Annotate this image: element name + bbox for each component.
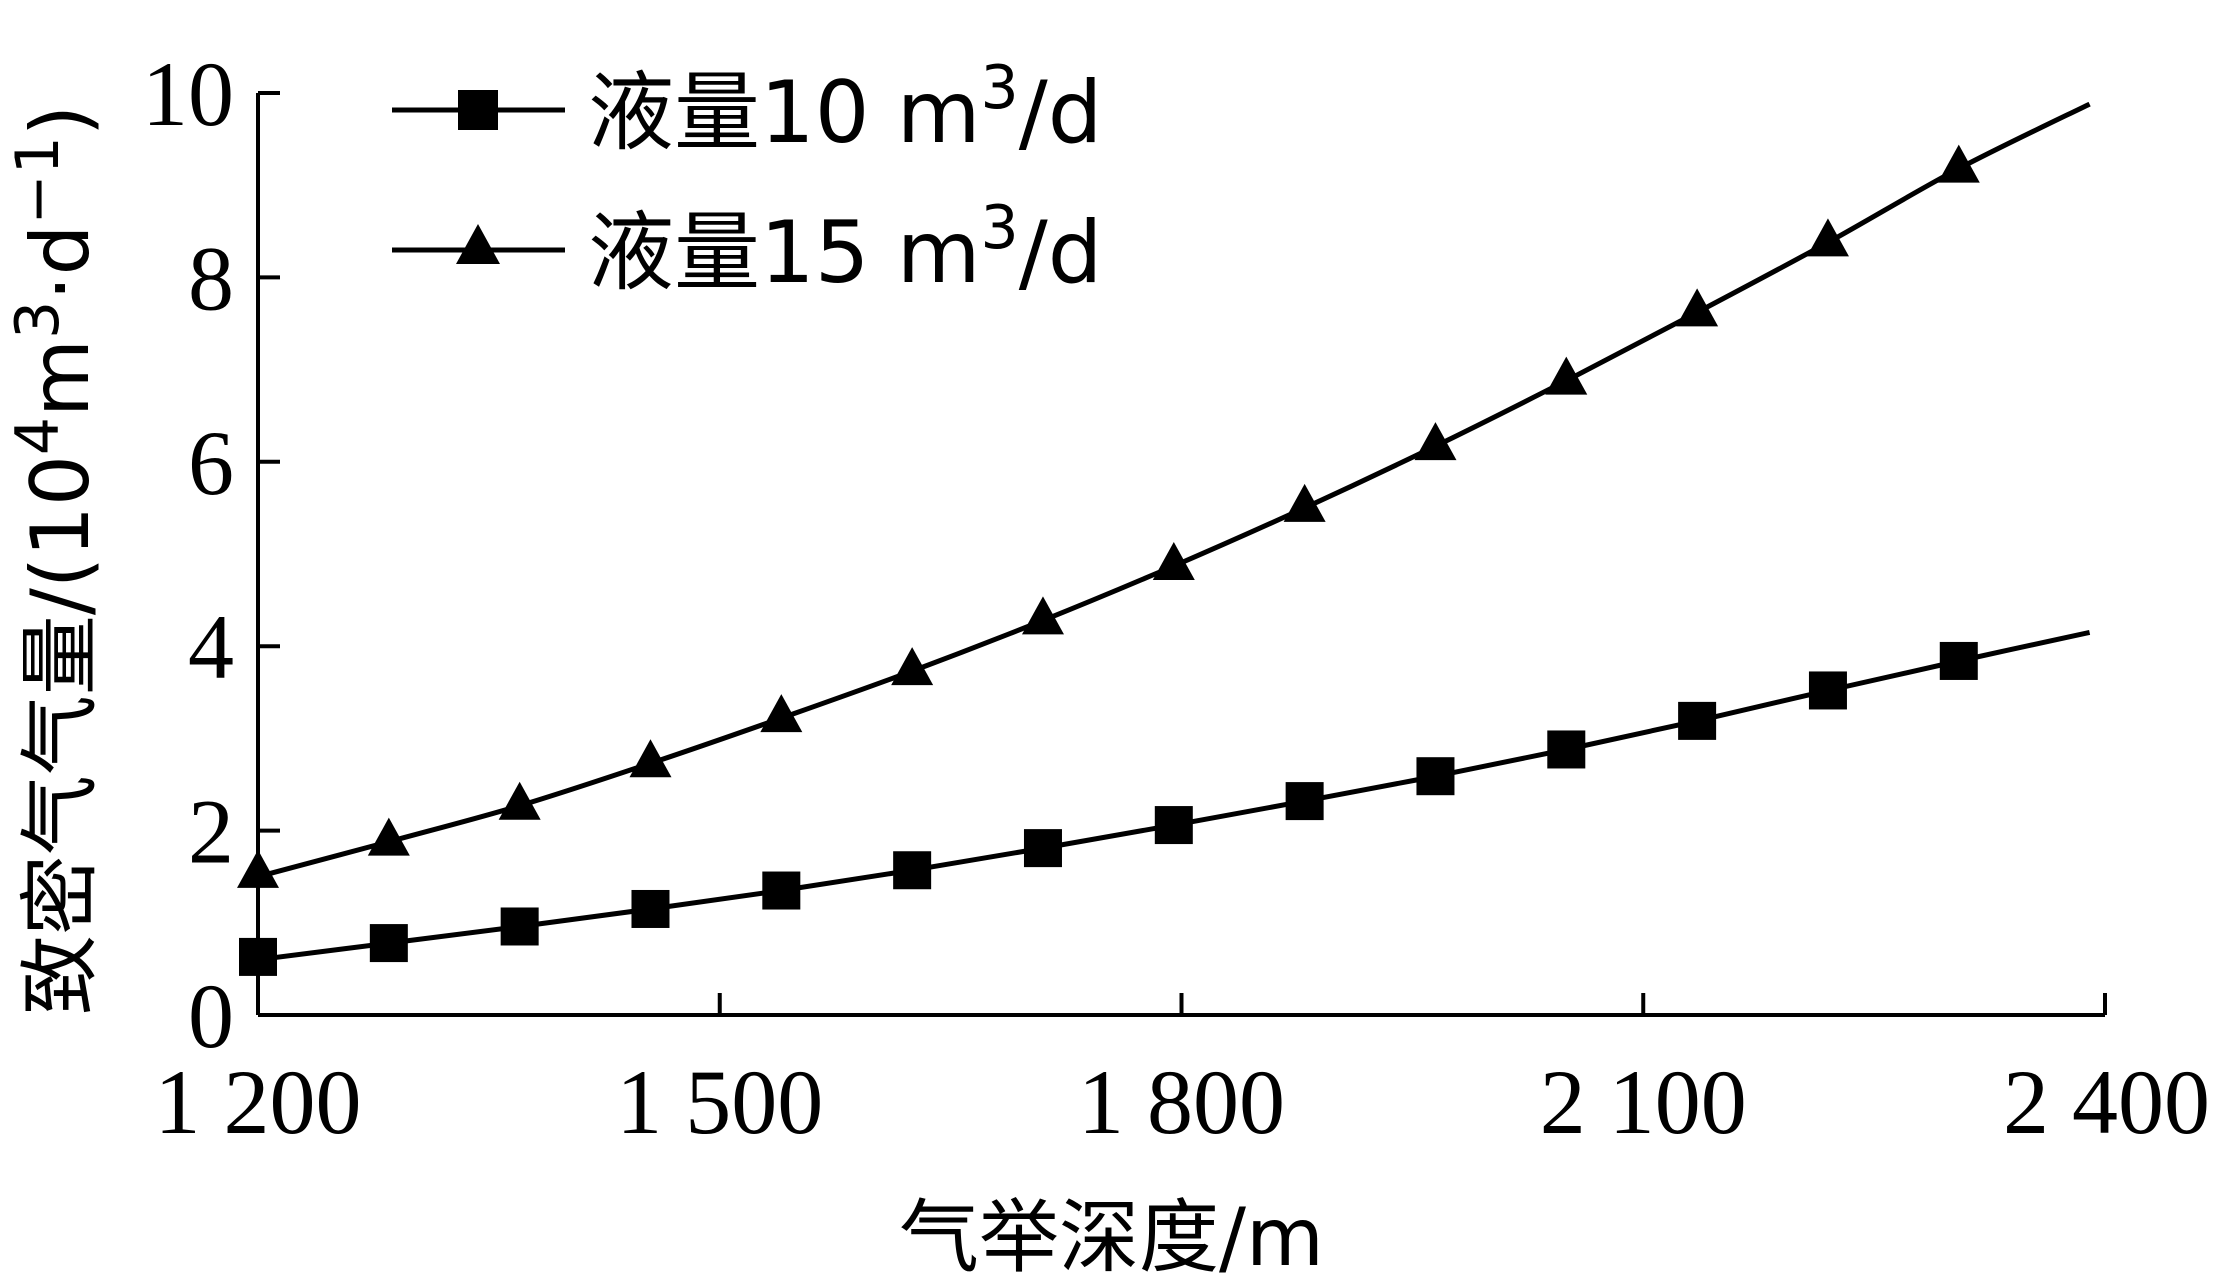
triangle-point (760, 694, 803, 733)
series-markers (237, 144, 1980, 976)
square-point (1939, 641, 1978, 680)
x-tick-label: 2 400 (2003, 1051, 2210, 1153)
triangle-point (1545, 356, 1588, 395)
y-tick-label: 0 (188, 965, 234, 1067)
square-point (239, 937, 277, 976)
triangle-point (1937, 144, 1980, 183)
y-axis-title: 致密气气量/(104m3·d−1) (3, 105, 107, 1015)
square-point (893, 851, 932, 890)
legend-marker-square (458, 90, 498, 130)
triangle-point (1021, 596, 1064, 635)
square-point (1023, 829, 1062, 868)
triangle-point (1806, 218, 1849, 257)
legend-label-1: 液量10 m3/d (588, 53, 1102, 163)
y-tick-label: 6 (188, 412, 234, 514)
triangle-point (891, 647, 934, 686)
legend-marker-triangle (456, 224, 500, 264)
square-point (1285, 782, 1324, 821)
square-point (1547, 730, 1586, 769)
triangle-point (1676, 288, 1719, 327)
triangle-point (1283, 483, 1326, 522)
y-tick-label: 8 (188, 227, 234, 329)
y-tick-label: 2 (188, 781, 234, 883)
triangle-point (1414, 422, 1457, 461)
triangle-point (498, 781, 541, 820)
triangle-point (237, 849, 279, 888)
square-point (1678, 701, 1717, 740)
square-point (1154, 806, 1193, 845)
series-line-2 (257, 101, 2091, 880)
triangle-point (629, 739, 672, 778)
legend-label-2: 液量15 m3/d (588, 193, 1102, 303)
legend: 液量10 m3/d 液量15 m3/d (392, 53, 1102, 303)
square-point (1808, 671, 1847, 710)
square-point (762, 871, 801, 910)
x-tick-label: 2 100 (1540, 1051, 1747, 1153)
axes: 0 2 4 6 8 10 1 200 1 500 1 800 2 100 2 400 气举深度/m 致密… (3, 43, 2210, 1284)
square-point (369, 924, 408, 963)
x-axis-title: 气举深度/m (899, 1191, 1324, 1284)
square-point (631, 889, 670, 928)
x-tick-label: 1 200 (155, 1051, 362, 1153)
triangle-point (1152, 541, 1195, 580)
x-tick-label: 1 500 (616, 1051, 823, 1153)
triangle-point (367, 817, 410, 856)
square-point (500, 907, 539, 946)
x-tick-label: 1 800 (1078, 1051, 1285, 1153)
y-tick-label: 10 (142, 43, 234, 145)
square-point (1416, 757, 1455, 796)
y-tick-label: 4 (188, 596, 234, 698)
